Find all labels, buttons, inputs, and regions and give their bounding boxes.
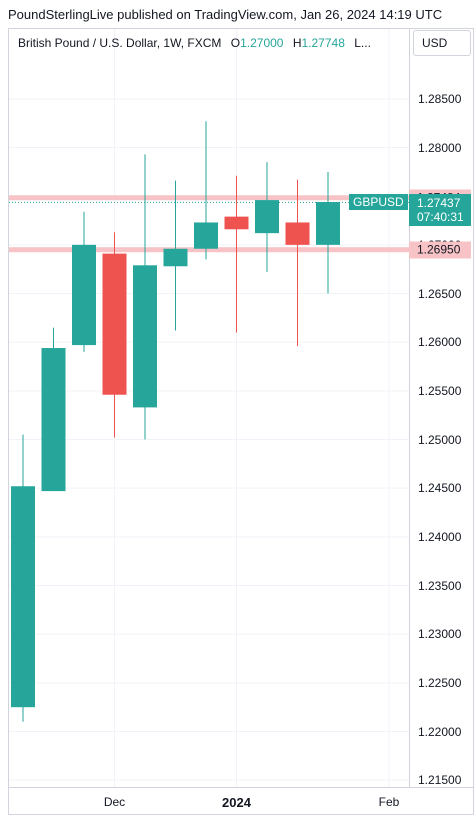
y-tick-label: 1.22000 bbox=[418, 724, 462, 739]
candle bbox=[133, 154, 157, 440]
x-tick-label: Feb bbox=[378, 795, 400, 809]
candle bbox=[255, 162, 279, 273]
attribution-text: PoundSterlingLive published on TradingVi… bbox=[8, 7, 443, 22]
candle bbox=[41, 327, 66, 492]
legend-symbol: British Pound / U.S. Dollar, 1W, FXCM bbox=[18, 36, 222, 50]
horizontal-level-line bbox=[9, 195, 409, 201]
grid-lines bbox=[9, 29, 409, 787]
chart-legend: British Pound / U.S. Dollar, 1W, FXCM O1… bbox=[18, 36, 371, 50]
candle-body bbox=[163, 248, 188, 267]
y-tick-label: 1.26000 bbox=[418, 335, 462, 350]
candle bbox=[285, 179, 310, 347]
candle bbox=[163, 180, 188, 331]
candle bbox=[102, 232, 127, 438]
candle-body bbox=[194, 222, 218, 249]
chart-frame bbox=[8, 28, 474, 815]
currency-button[interactable]: USD bbox=[413, 30, 471, 56]
candle-body bbox=[41, 348, 66, 492]
y-tick-label: 1.23500 bbox=[418, 578, 462, 593]
candle-body bbox=[133, 265, 157, 408]
candle bbox=[194, 121, 218, 260]
candle-body bbox=[102, 253, 127, 395]
candle-body bbox=[316, 202, 340, 245]
y-tick-label: 1.25000 bbox=[418, 432, 462, 447]
legend-truncated: L... bbox=[354, 36, 371, 50]
y-tick-label: 1.28500 bbox=[418, 91, 462, 106]
y-tick-label: 1.25500 bbox=[418, 383, 462, 398]
y-tick-label: 1.28000 bbox=[418, 140, 462, 155]
candle-body bbox=[224, 216, 249, 230]
legend-open-value: 1.27000 bbox=[240, 36, 284, 50]
y-tick-label: 1.24500 bbox=[418, 481, 462, 496]
last-price-value: 1.27437 bbox=[417, 196, 461, 211]
legend-high-key: H bbox=[292, 36, 302, 50]
time-scale-divider bbox=[8, 787, 474, 788]
candle bbox=[316, 171, 340, 294]
candle bbox=[11, 434, 35, 722]
y-tick-label: 1.26500 bbox=[418, 286, 462, 301]
legend-open-key: O bbox=[230, 36, 241, 50]
y-tick-label: 1.23000 bbox=[418, 627, 462, 642]
candle-body bbox=[11, 486, 35, 708]
x-tick-label: Dec bbox=[103, 795, 126, 809]
candle-body bbox=[255, 200, 279, 234]
candles bbox=[11, 121, 340, 722]
price-scale-divider bbox=[409, 28, 410, 788]
candle-body bbox=[72, 244, 96, 346]
y-tick-label: 1.24000 bbox=[418, 529, 462, 544]
x-tick-label: 2024 bbox=[222, 795, 251, 810]
candle bbox=[72, 211, 96, 352]
level-tag-lower: 1.26950 bbox=[409, 241, 471, 259]
y-tick-label: 1.22500 bbox=[418, 675, 462, 690]
candle-body bbox=[285, 222, 310, 245]
horizontal-levels bbox=[9, 195, 409, 253]
candle bbox=[224, 175, 249, 333]
countdown-timer: 07:40:31 bbox=[417, 210, 464, 225]
legend-high-value: 1.27748 bbox=[301, 36, 345, 50]
last-price-tag: 1.27437 07:40:31 bbox=[409, 194, 471, 227]
y-tick-label: 1.21500 bbox=[418, 773, 462, 788]
horizontal-level-line bbox=[9, 247, 409, 253]
symbol-tag: GBPUSD bbox=[349, 194, 408, 211]
